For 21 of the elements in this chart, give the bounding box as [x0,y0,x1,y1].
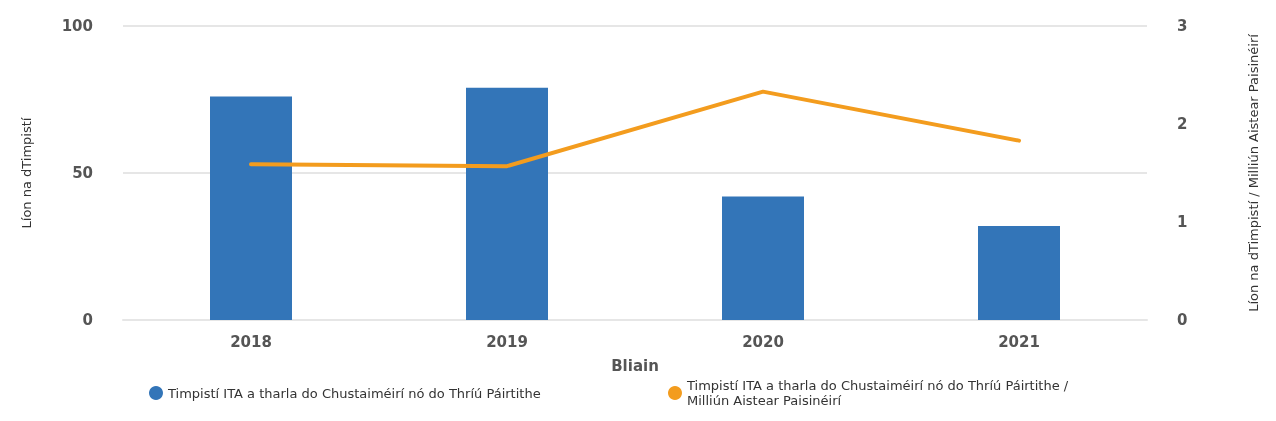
x-tick-label: 2019 [486,332,528,351]
y-tick-label: 0 [82,311,93,329]
y-tick-label: 50 [72,164,93,182]
legend-label: Timpistí ITA a tharla do Chustaiméirí nó do Thríú Páirtithe [167,385,541,401]
bar [722,196,804,320]
y2-axis-title: Líon na dTimpistí / Milliún Aistear Paisinéirí [1246,33,1261,312]
y2-tick-label: 1 [1177,213,1188,231]
line-series [249,89,1021,169]
y2-tick-label: 2 [1177,115,1188,133]
y2-tick-label: 0 [1177,311,1188,329]
y-tick-label: 100 [61,17,93,35]
bar [210,96,292,320]
x-tick-label: 2018 [230,332,272,351]
legend-label: Timpistí ITA a tharla do Chustaiméirí nó do Thríú Páirtithe / Milliún Aistear Paisinéirí [686,378,1073,408]
bar [978,225,1060,320]
x-axis-title: Bliain [611,356,659,375]
y-axis-title: Líon na dTimpistí [19,117,34,229]
x-tick-label: 2021 [998,332,1040,351]
bar [466,87,548,320]
y2-tick-label: 3 [1177,17,1188,35]
x-tick-label: 2020 [742,332,784,351]
